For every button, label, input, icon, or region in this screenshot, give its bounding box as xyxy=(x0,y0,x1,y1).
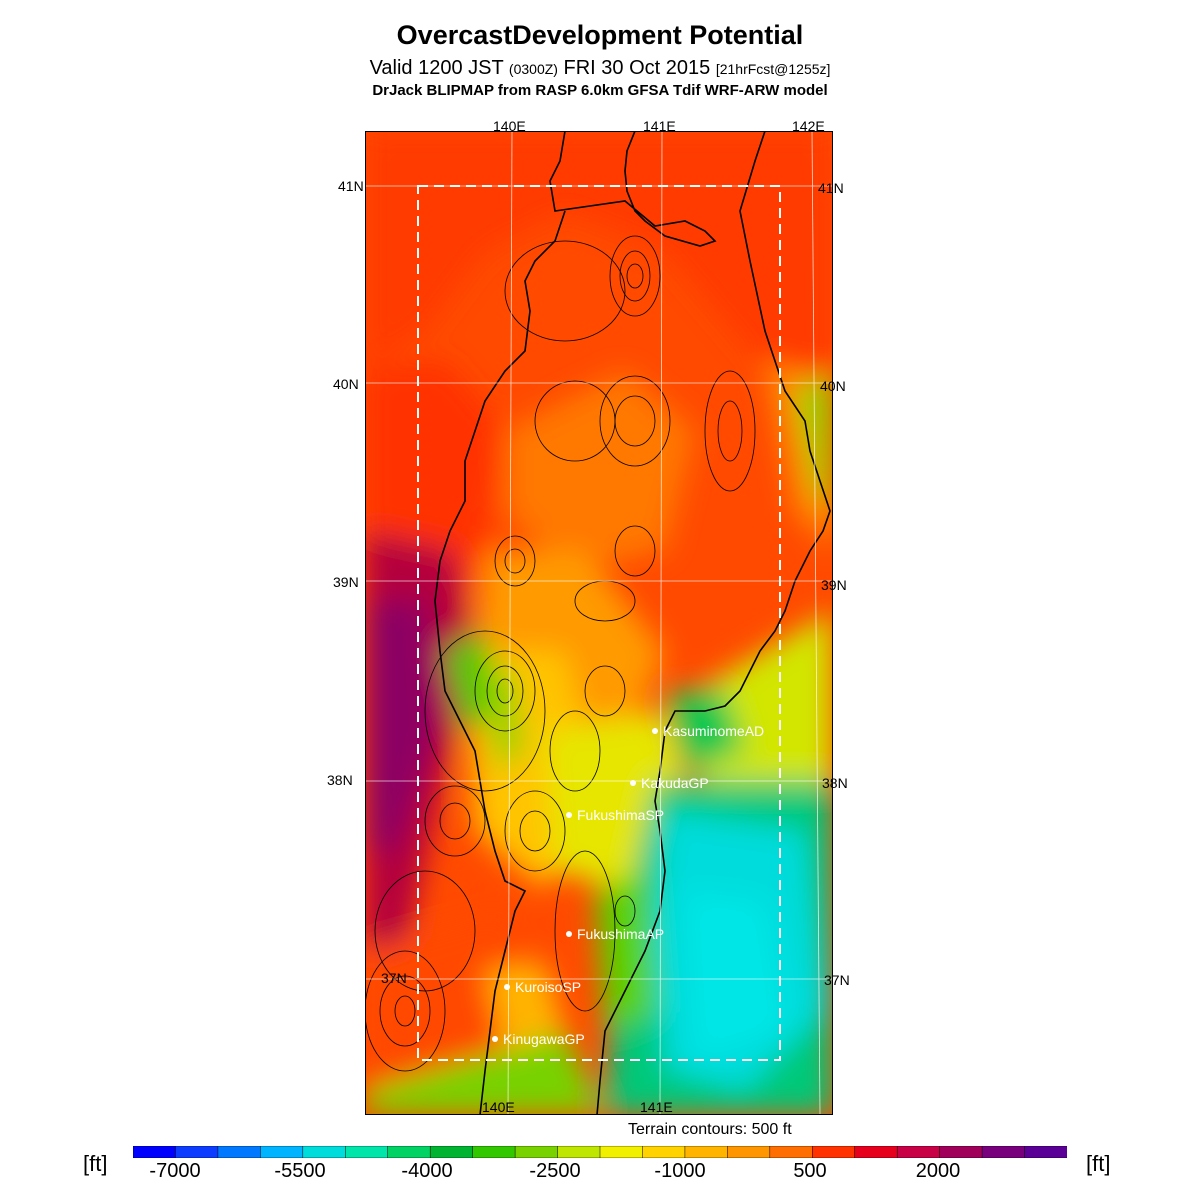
lon-label-bottom: 141E xyxy=(640,1099,673,1115)
colorbar-swatch xyxy=(345,1146,389,1158)
colorbar-swatch xyxy=(133,1146,177,1158)
colorbar-swatch xyxy=(854,1146,898,1158)
station-label: KuroisoSP xyxy=(515,979,581,995)
coastline xyxy=(434,131,831,1115)
map-plot: KasuminomeAD KakudaGP FukushimaSP Fukush… xyxy=(365,131,833,1115)
colorbar-unit-left: [ft] xyxy=(83,1151,108,1176)
map-title: OvercastDevelopment Potential xyxy=(396,20,804,50)
inner-domain-box xyxy=(417,185,781,1061)
station-dot xyxy=(652,728,658,734)
colorbar-swatch xyxy=(769,1146,814,1158)
station-dot xyxy=(504,984,510,990)
colorbar-swatch xyxy=(599,1146,644,1158)
station-label: FukushimaSP xyxy=(577,807,664,823)
station-dot xyxy=(630,780,636,786)
colorbar-swatch xyxy=(684,1146,729,1158)
colorbar-tick-label: -5500 xyxy=(274,1160,326,1182)
colorbar-unit-right: [ft] xyxy=(1086,1151,1111,1176)
station-dot xyxy=(492,1036,498,1042)
lat-label-right: 39N xyxy=(821,577,847,593)
station-markers: KasuminomeAD KakudaGP FukushimaSP Fukush… xyxy=(492,723,764,1047)
colorbar-swatch xyxy=(896,1146,941,1158)
colorbar-swatch xyxy=(260,1146,304,1158)
station-label: KasuminomeAD xyxy=(663,723,764,739)
lat-label-left: 40N xyxy=(333,376,359,392)
station-dot xyxy=(566,931,572,937)
colorbar-swatch xyxy=(812,1146,856,1158)
valid-utc: (0300Z) xyxy=(508,61,558,77)
lat-label-left: 37N xyxy=(381,970,407,986)
colorbar-swatch xyxy=(175,1146,219,1158)
colorbar-swatch xyxy=(429,1146,474,1158)
lat-label-right: 41N xyxy=(818,180,844,196)
colorbar-tick-label: 500 xyxy=(793,1160,827,1182)
field-shading xyxy=(365,131,833,1115)
lat-label-right: 40N xyxy=(820,378,846,394)
colorbar-tick-label: -2500 xyxy=(529,1160,581,1182)
colorbar-tick-label: -7000 xyxy=(149,1160,201,1182)
lat-label-right: 38N xyxy=(822,775,848,791)
colorbar-tick-label: 2000 xyxy=(915,1160,961,1182)
valid-main: Valid 1200 JST xyxy=(369,57,504,79)
station-label: KakudaGP xyxy=(641,775,709,791)
model-subtitle: DrJack BLIPMAP from RASP 6.0km GFSA Tdif… xyxy=(372,82,828,99)
colorbar-swatch xyxy=(302,1146,347,1158)
valid-time: Valid 1200 JST (0300Z) FRI 30 Oct 2015 [… xyxy=(0,57,1200,80)
colorbar xyxy=(133,1146,1067,1158)
lon-label-top: 141E xyxy=(643,118,676,134)
map-frame xyxy=(365,131,833,1115)
valid-date: FRI 30 Oct 2015 xyxy=(563,57,711,79)
terrain-note: Terrain contours: 500 ft xyxy=(628,1121,792,1138)
lon-label-bottom: 140E xyxy=(482,1099,515,1115)
colorbar-swatch xyxy=(557,1146,601,1158)
colorbar-swatch xyxy=(939,1146,983,1158)
station-label: FukushimaAP xyxy=(577,926,664,942)
colorbar-swatch xyxy=(981,1146,1026,1158)
valid-forecast: [21hrFcst@1255z] xyxy=(715,61,831,77)
colorbar-swatch xyxy=(217,1146,262,1158)
lon-label-top: 142E xyxy=(792,118,825,134)
lat-label-left: 39N xyxy=(333,574,359,590)
station-label: KinugawaGP xyxy=(503,1031,585,1047)
colorbar-swatch xyxy=(727,1146,771,1158)
colorbar-swatch xyxy=(1024,1146,1067,1158)
colorbar-swatch xyxy=(642,1146,686,1158)
lat-label-left: 41N xyxy=(338,178,364,194)
colorbar-tick-label: -4000 xyxy=(401,1160,453,1182)
station-dot xyxy=(566,812,572,818)
colorbar-swatch xyxy=(472,1146,516,1158)
colorbar-tick-label: -1000 xyxy=(654,1160,706,1182)
lat-label-right: 37N xyxy=(824,972,850,988)
lon-label-top: 140E xyxy=(493,118,526,134)
colorbar-swatch xyxy=(514,1146,559,1158)
lat-label-left: 38N xyxy=(327,772,353,788)
colorbar-swatch xyxy=(387,1146,431,1158)
